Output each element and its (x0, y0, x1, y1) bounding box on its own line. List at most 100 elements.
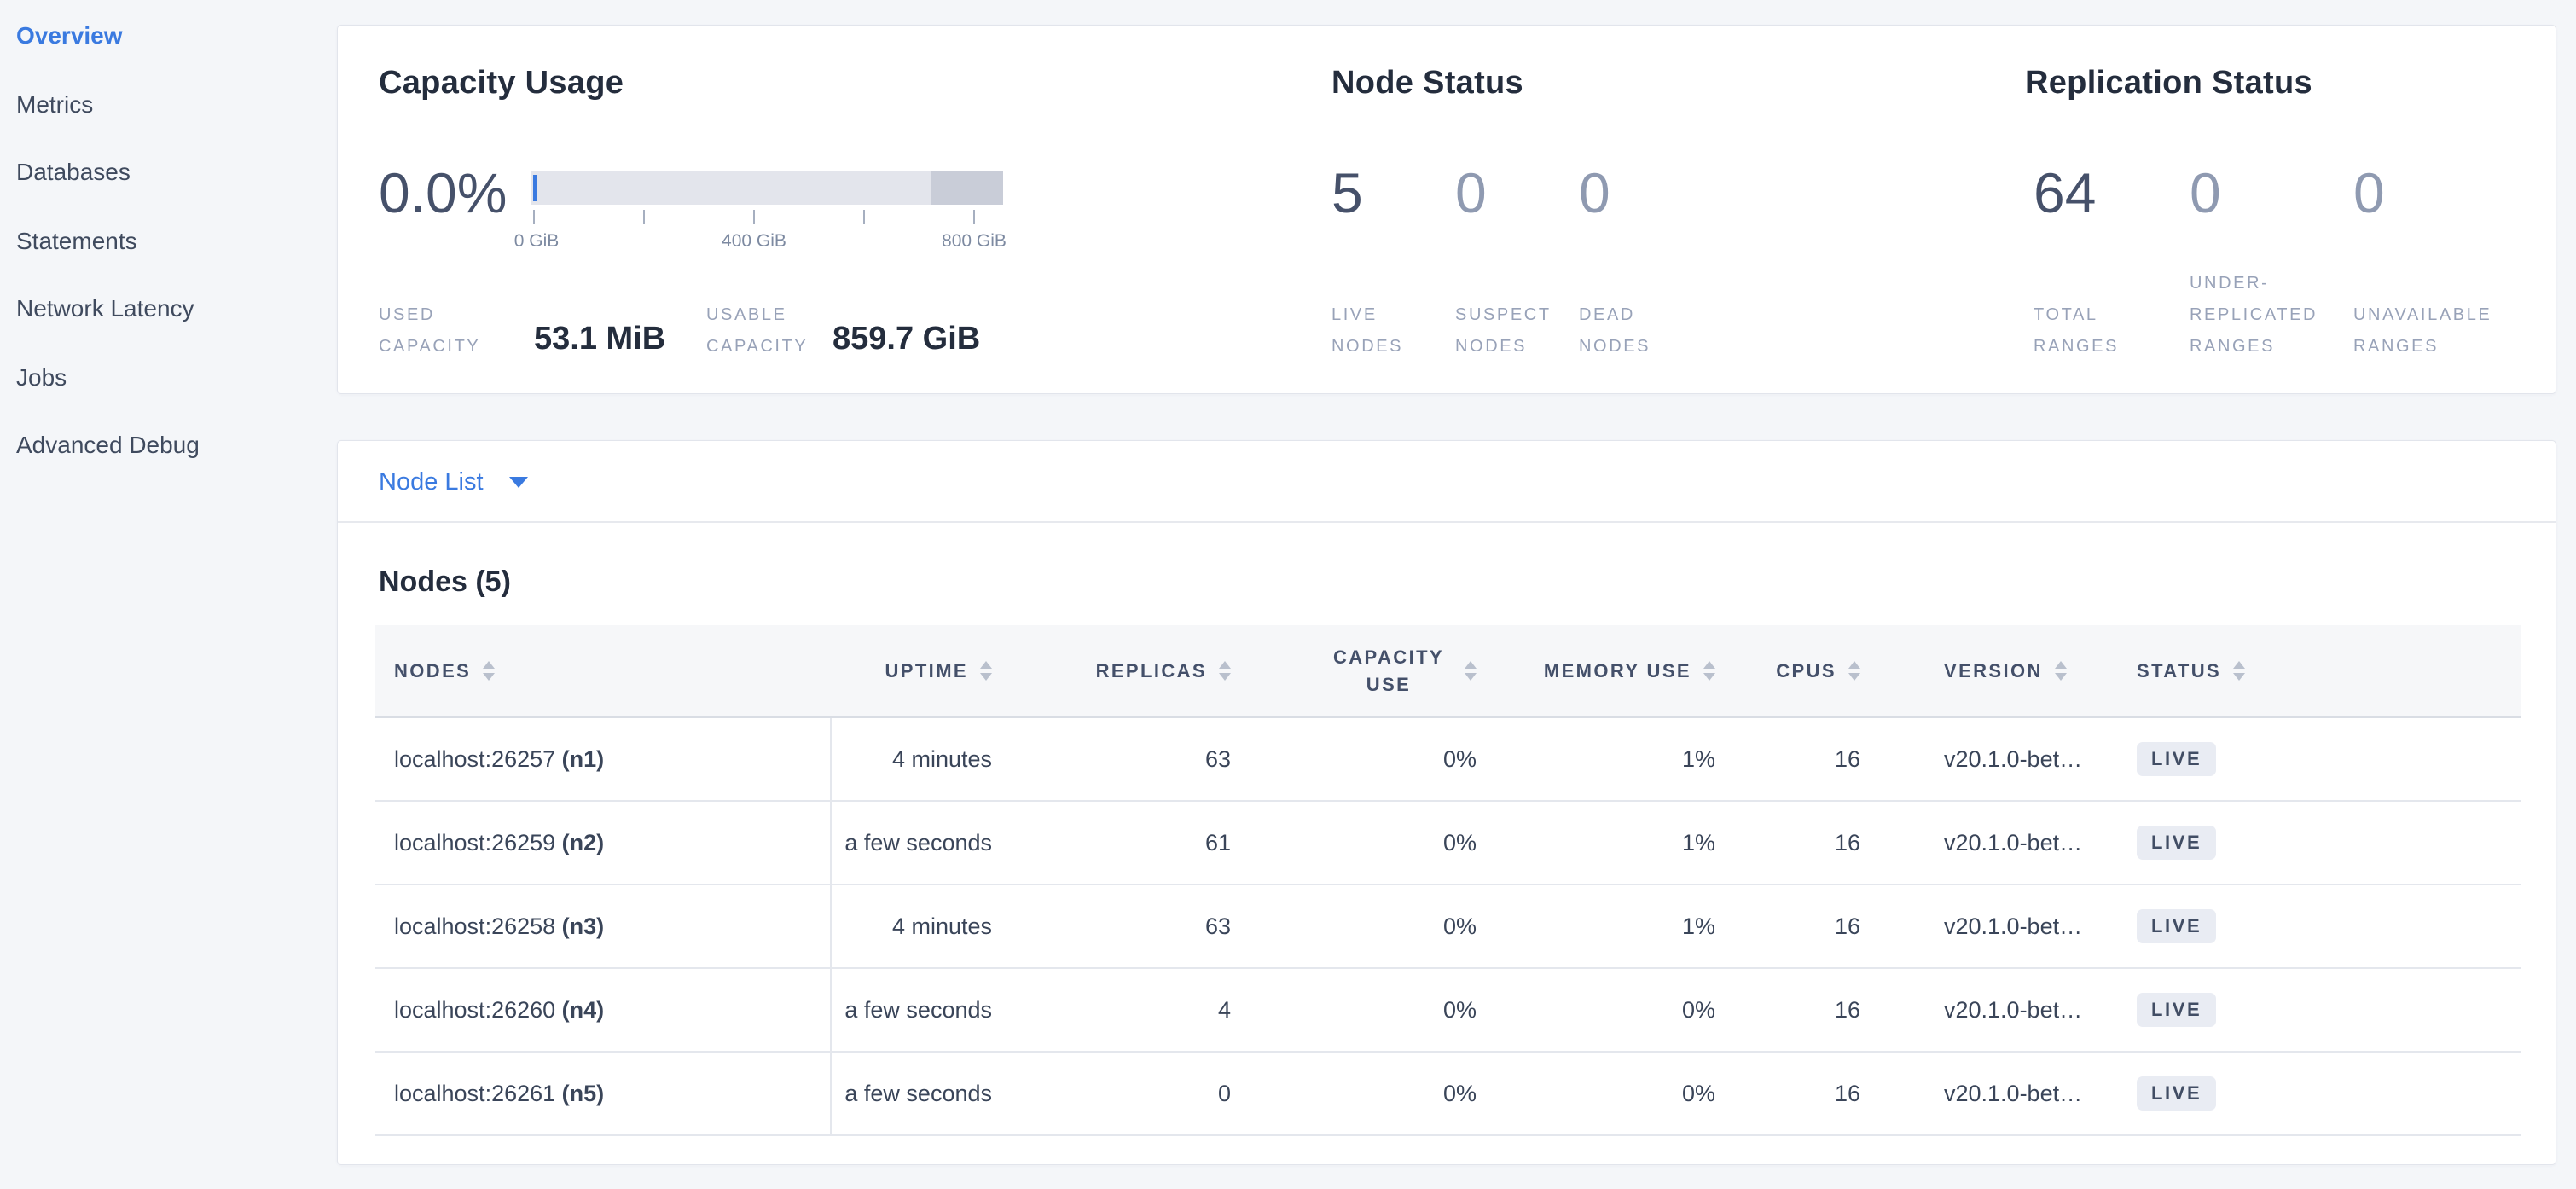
sidebar-item-overview[interactable]: Overview (16, 22, 123, 49)
capacity-used-percent: 0.0% (379, 161, 508, 224)
column-header-nodes[interactable]: NODES (375, 625, 831, 718)
capacity-gauge-used-marker (533, 175, 537, 201)
status-cell: LIVE (2121, 884, 2521, 968)
axis-tick (533, 210, 535, 224)
table-header-row: NODES UPTIME REPLICAS CAPACITY USE MEMOR… (375, 625, 2521, 718)
status-cell: LIVE (2121, 1051, 2521, 1136)
column-header-label: VERSION (1944, 659, 2043, 682)
suspect-nodes-count: 0 (1455, 161, 1487, 224)
column-header-label: CPUS (1776, 659, 1836, 682)
uptime-cell: a few seconds (831, 1051, 1023, 1136)
sidebar-item-statements[interactable]: Statements (16, 228, 137, 254)
memory-use-cell: 1% (1507, 884, 1746, 968)
axis-tick (863, 210, 865, 224)
table-row: localhost:26261 (n5) a few seconds 0 0% … (375, 1051, 2521, 1136)
sort-icon (980, 661, 992, 681)
memory-use-cell: 1% (1507, 717, 1746, 801)
capacity-use-cell: 0% (1262, 884, 1507, 968)
status-badge: LIVE (2137, 909, 2217, 943)
under-replicated-ranges-label: UNDER-REPLICATED RANGES (2190, 274, 2318, 356)
unavailable-ranges-count: 0 (2353, 161, 2385, 224)
capacity-gauge: 0 GiB 400 GiB 800 GiB (514, 171, 1007, 265)
live-nodes-label: LIVE NODES (1332, 305, 1404, 356)
uptime-cell: 4 minutes (831, 884, 1023, 968)
table-row: localhost:26259 (n2) a few seconds 61 0%… (375, 800, 2521, 884)
node-list-dropdown[interactable]: Node List (379, 441, 528, 523)
capacity-use-cell: 0% (1262, 800, 1507, 884)
cluster-summary-card: Capacity Usage 0.0% 0 GiB 400 GiB 800 Gi… (337, 25, 2556, 394)
sidebar-item-network-latency[interactable]: Network Latency (16, 295, 194, 322)
column-header-capacity-use[interactable]: CAPACITY USE (1262, 625, 1507, 718)
version-cell: v20.1.0-bet… (1891, 800, 2121, 884)
sort-icon (2233, 661, 2246, 681)
version-cell: v20.1.0-bet… (1891, 967, 2121, 1052)
axis-tick (753, 210, 755, 224)
node-status-title: Node Status (1332, 65, 1523, 101)
version-cell: v20.1.0-bet… (1891, 884, 2121, 968)
node-name-cell: localhost:26261 (n5) (375, 1051, 832, 1136)
sidebar-item-databases[interactable]: Databases (16, 159, 131, 185)
memory-use-cell: 0% (1507, 967, 1746, 1052)
capacity-gauge-reserved-segment (931, 171, 1003, 205)
nodes-table: NODES UPTIME REPLICAS CAPACITY USE MEMOR… (375, 625, 2521, 1136)
status-badge: LIVE (2137, 993, 2217, 1027)
column-header-replicas[interactable]: REPLICAS (1023, 625, 1262, 718)
unavailable-ranges-label: UNAVAILABLE RANGES (2353, 305, 2492, 356)
capacity-use-cell: 0% (1262, 717, 1507, 801)
sort-icon (2054, 661, 2067, 681)
replicas-cell: 63 (1023, 717, 1262, 801)
suspect-nodes-label: SUSPECT NODES (1455, 305, 1552, 356)
status-badge: LIVE (2137, 826, 2217, 860)
dead-nodes-label: DEAD NODES (1579, 305, 1651, 356)
status-badge: LIVE (2137, 1076, 2217, 1111)
replicas-cell: 4 (1023, 967, 1262, 1052)
capacity-usage-title: Capacity Usage (379, 65, 624, 101)
total-ranges-label: TOTAL RANGES (2034, 305, 2120, 356)
cpus-cell: 16 (1746, 884, 1891, 968)
replicas-cell: 61 (1023, 800, 1262, 884)
column-header-label: STATUS (2137, 659, 2222, 682)
column-header-version[interactable]: VERSION (1891, 625, 2121, 718)
uptime-cell: a few seconds (831, 967, 1023, 1052)
replicas-cell: 0 (1023, 1051, 1262, 1136)
cpus-cell: 16 (1746, 1051, 1891, 1136)
column-header-memory-use[interactable]: MEMORY USE (1507, 625, 1746, 718)
under-replicated-ranges-count: 0 (2190, 161, 2221, 224)
node-list-dropdown-label: Node List (379, 467, 484, 496)
table-row: localhost:26258 (n3) 4 minutes 63 0% 1% … (375, 884, 2521, 968)
sort-icon (1219, 661, 1231, 681)
status-cell: LIVE (2121, 967, 2521, 1052)
column-header-cpus[interactable]: CPUS (1746, 625, 1891, 718)
total-ranges-count: 64 (2034, 161, 2097, 224)
used-capacity-value: 53.1 MiB (534, 321, 666, 357)
sidebar-item-jobs[interactable]: Jobs (16, 364, 67, 391)
cpus-cell: 16 (1746, 967, 1891, 1052)
column-header-uptime[interactable]: UPTIME (831, 625, 1023, 718)
used-capacity-label: USED CAPACITY (379, 305, 481, 356)
status-cell: LIVE (2121, 800, 2521, 884)
sidebar-item-metrics[interactable]: Metrics (16, 91, 94, 118)
uptime-cell: a few seconds (831, 800, 1023, 884)
dead-nodes-count: 0 (1579, 161, 1610, 224)
replicas-cell: 63 (1023, 884, 1262, 968)
node-name-cell: localhost:26257 (n1) (375, 717, 832, 801)
column-header-label: CAPACITY USE (1332, 646, 1445, 695)
table-row: localhost:26257 (n1) 4 minutes 63 0% 1% … (375, 717, 2521, 801)
nodes-section-title: Nodes (5) (379, 566, 511, 598)
version-cell: v20.1.0-bet… (1891, 1051, 2121, 1136)
memory-use-cell: 1% (1507, 800, 1746, 884)
cpus-cell: 16 (1746, 800, 1891, 884)
axis-tick-label: 0 GiB (513, 231, 560, 251)
sort-icon (1703, 661, 1715, 681)
sidebar: Overview Metrics Databases Statements Ne… (0, 0, 337, 1189)
table-row: localhost:26260 (n4) a few seconds 4 0% … (375, 967, 2521, 1052)
node-name-cell: localhost:26258 (n3) (375, 884, 832, 968)
column-header-label: UPTIME (885, 659, 968, 682)
column-header-label: NODES (394, 659, 472, 682)
column-header-status[interactable]: STATUS (2121, 625, 2521, 718)
node-name-cell: localhost:26259 (n2) (375, 800, 832, 884)
axis-tick (643, 210, 645, 224)
version-cell: v20.1.0-bet… (1891, 717, 2121, 801)
sidebar-item-advanced-debug[interactable]: Advanced Debug (16, 432, 200, 458)
sort-icon (1465, 661, 1477, 681)
